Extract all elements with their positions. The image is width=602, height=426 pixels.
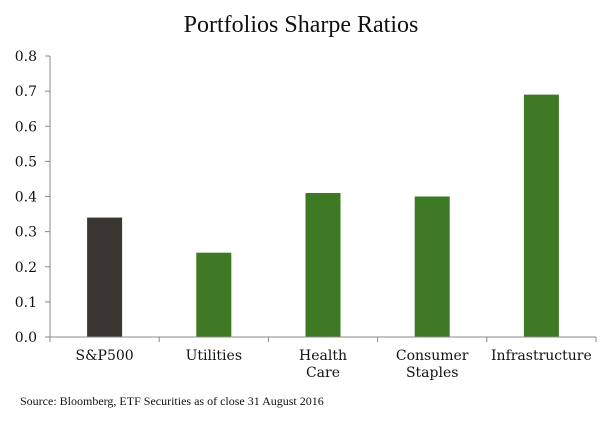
x-tick-label: Health Care — [299, 348, 347, 381]
y-tick-label: 0.5 — [15, 154, 37, 170]
x-tick-label: Infrastructure — [491, 348, 592, 364]
bar — [87, 217, 123, 337]
y-tick-label: 0.1 — [15, 295, 37, 311]
bar — [305, 192, 341, 337]
y-tick-label: 0.0 — [15, 330, 37, 346]
bars — [87, 94, 559, 337]
x-axis: S&P500 Utilities Health Care Consumer Staples… — [49, 336, 597, 381]
source-note: Source: Bloomberg, ETF Securities as of … — [20, 394, 324, 408]
y-tick-label: 0.3 — [15, 225, 37, 241]
bar — [414, 196, 450, 337]
bar — [523, 94, 559, 337]
x-tick-label: S&P500 — [75, 348, 133, 364]
y-axis: 0.0 0.1 0.2 0.3 0.4 0.5 0.6 0.7 0.8 — [15, 49, 51, 346]
y-tick-label: 0.7 — [15, 84, 37, 100]
x-tick-label: Consumer Staples — [396, 348, 469, 381]
y-tick-label: 0.6 — [15, 119, 37, 135]
y-tick-label: 0.4 — [15, 190, 37, 206]
x-tick-label: Utilities — [186, 348, 242, 364]
y-tick-label: 0.2 — [15, 260, 37, 276]
bar — [196, 252, 232, 337]
y-tick-label: 0.8 — [15, 49, 37, 65]
chart-title: Portfolios Sharpe Ratios — [183, 12, 419, 38]
